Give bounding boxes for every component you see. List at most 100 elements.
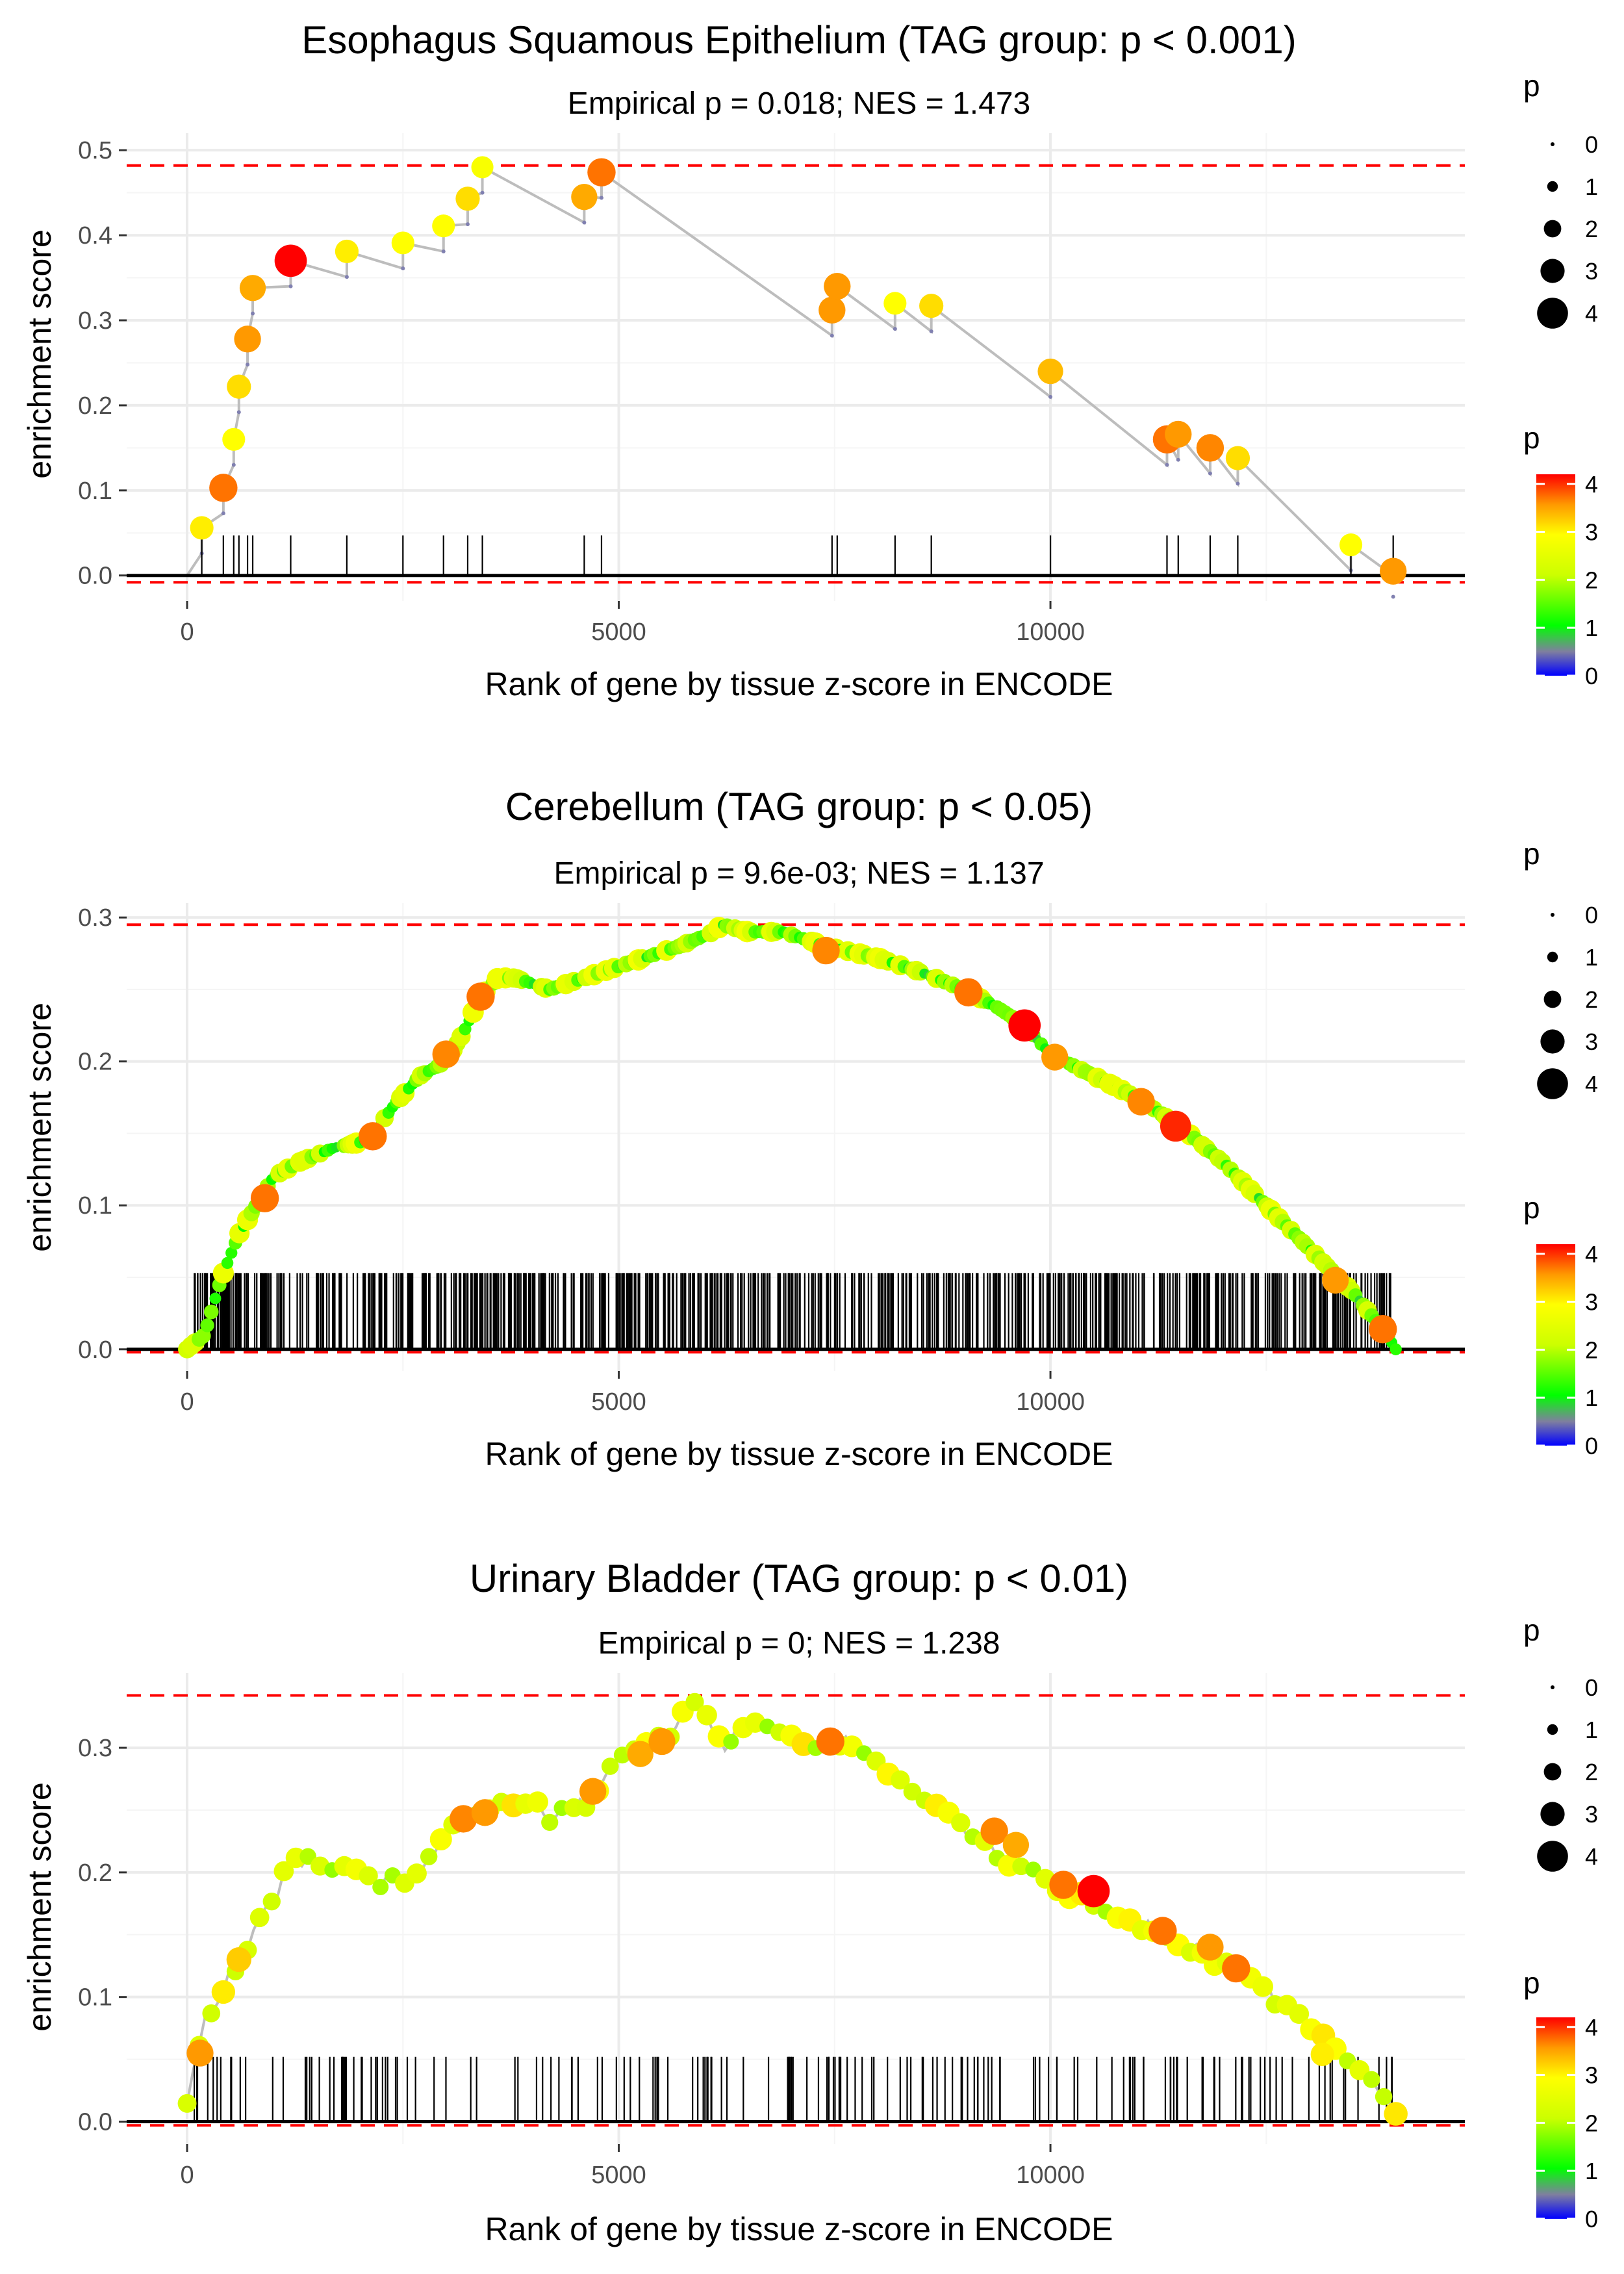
data-point bbox=[1310, 2042, 1334, 2066]
color-legend-label: 1 bbox=[1585, 615, 1598, 641]
drop-marker bbox=[582, 220, 587, 225]
y-tick-label: 0.3 bbox=[78, 1735, 112, 1762]
data-point bbox=[1196, 434, 1224, 462]
size-legend-dot bbox=[1543, 220, 1562, 238]
data-point bbox=[579, 1778, 607, 1805]
x-axis-label-2: Rank of gene by tissue z-score in ENCODE bbox=[485, 1436, 1113, 1472]
data-point bbox=[954, 978, 983, 1007]
y-tick-label: 0.0 bbox=[78, 563, 112, 590]
data-point bbox=[1160, 1110, 1191, 1142]
drop-marker bbox=[465, 222, 470, 227]
data-point bbox=[685, 1693, 704, 1711]
chart-title-1: Esophagus Squamous Epithelium (TAG group… bbox=[301, 18, 1296, 62]
data-point bbox=[450, 1805, 477, 1833]
data-point bbox=[1339, 533, 1363, 557]
data-point bbox=[1363, 2071, 1380, 2088]
drop-marker bbox=[480, 190, 485, 195]
data-point bbox=[203, 1304, 219, 1320]
data-point bbox=[359, 1122, 387, 1151]
data-point bbox=[429, 1828, 452, 1850]
y-tick-label: 0.0 bbox=[78, 2108, 112, 2136]
size-legend-label: 2 bbox=[1585, 986, 1598, 1013]
data-point bbox=[432, 1040, 460, 1068]
data-point bbox=[239, 275, 266, 301]
drop-marker bbox=[246, 363, 250, 367]
y-tick-label: 0.2 bbox=[78, 1859, 112, 1887]
data-point bbox=[1041, 1043, 1069, 1071]
data-point bbox=[1252, 1976, 1274, 1997]
data-point bbox=[1049, 1871, 1078, 1899]
color-legend-1: 0 1 2 3 4 bbox=[1536, 471, 1598, 689]
x-axis-label-3: Rank of gene by tissue z-score in ENCODE bbox=[485, 2211, 1113, 2247]
data-point bbox=[200, 1318, 214, 1333]
data-point bbox=[919, 294, 944, 318]
color-legend-title-2: p bbox=[1523, 1191, 1540, 1225]
data-point bbox=[209, 474, 238, 502]
size-legend-dot bbox=[1537, 1068, 1568, 1099]
plot-area-3: 0.0 0.1 0.2 0.3 0 5000 10000 bbox=[78, 1673, 1465, 2189]
size-legend-1: 0 1 2 3 4 bbox=[1537, 131, 1598, 329]
color-legend-2: 0 1 2 3 4 bbox=[1536, 1241, 1598, 1459]
size-legend-label: 3 bbox=[1585, 258, 1598, 285]
data-point bbox=[226, 1947, 251, 1973]
data-point bbox=[225, 1247, 238, 1259]
data-point bbox=[1384, 2102, 1408, 2126]
color-legend-label: 1 bbox=[1585, 2158, 1598, 2184]
drop-marker bbox=[1236, 481, 1240, 486]
drop-marker bbox=[236, 410, 241, 415]
chart-panel-3: Urinary Bladder (TAG group: p < 0.01) Em… bbox=[21, 1557, 1598, 2247]
y-axis-label-2: enrichment score bbox=[21, 1003, 58, 1252]
x-tick-label: 0 bbox=[180, 1388, 194, 1416]
data-point bbox=[211, 1980, 236, 2004]
size-legend-label: 0 bbox=[1585, 131, 1598, 158]
size-legend-2: 0 1 2 3 4 bbox=[1537, 902, 1598, 1099]
size-legend-dot bbox=[1547, 951, 1558, 963]
x-tick-label: 5000 bbox=[591, 1388, 646, 1416]
data-point bbox=[299, 1848, 316, 1865]
drop-marker bbox=[1391, 594, 1395, 599]
data-point bbox=[571, 184, 598, 211]
data-point bbox=[891, 1770, 910, 1790]
legend-1: p 0 1 2 3 4 p 0 1 2 3 4 bbox=[1523, 69, 1598, 689]
data-point bbox=[466, 982, 495, 1011]
plot-area-1: 0.0 0.1 0.2 0.3 0.4 0.5 0 5000 10000 bbox=[78, 133, 1465, 646]
size-legend-label: 4 bbox=[1585, 1071, 1598, 1097]
color-legend-label: 1 bbox=[1585, 1385, 1598, 1411]
x-tick-label: 10000 bbox=[1016, 619, 1085, 646]
data-point bbox=[601, 1757, 619, 1775]
chart-subtitle-1: Empirical p = 0.018; NES = 1.473 bbox=[568, 86, 1030, 121]
drop-marker bbox=[599, 196, 603, 200]
size-legend-dot bbox=[1537, 1841, 1568, 1872]
color-legend-label: 3 bbox=[1585, 2062, 1598, 2089]
size-legend-dot bbox=[1547, 181, 1558, 192]
size-legend-label: 4 bbox=[1585, 300, 1598, 327]
size-legend-dot bbox=[1551, 142, 1554, 146]
size-legend-dot bbox=[1543, 990, 1562, 1008]
data-point bbox=[587, 158, 616, 186]
y-tick-label: 0.3 bbox=[78, 904, 112, 932]
data-point bbox=[1037, 358, 1063, 385]
size-legend-dot bbox=[1540, 259, 1565, 283]
size-legend-title-2: p bbox=[1523, 837, 1540, 871]
color-legend-label: 0 bbox=[1585, 2206, 1598, 2232]
data-point bbox=[222, 428, 246, 451]
data-point bbox=[1389, 1343, 1402, 1355]
color-bar bbox=[1536, 474, 1575, 676]
data-point bbox=[1197, 1934, 1224, 1961]
color-bar bbox=[1536, 1244, 1575, 1446]
y-tick-label: 0.0 bbox=[78, 1336, 112, 1364]
size-legend-dot bbox=[1540, 1029, 1565, 1054]
y-tick-label: 0.1 bbox=[78, 1984, 112, 2012]
size-legend-dot bbox=[1540, 1802, 1565, 1826]
chart-subtitle-3: Empirical p = 0; NES = 1.238 bbox=[598, 1626, 1000, 1661]
data-point bbox=[1222, 1954, 1250, 1983]
legend-2: p 0 1 2 3 4 p 0 1 2 3 4 bbox=[1523, 837, 1598, 1459]
running-sum-line bbox=[186, 165, 1395, 578]
y-tick-label: 0.2 bbox=[78, 1049, 112, 1076]
running-sum-line bbox=[186, 1700, 1397, 2115]
legend-3: p 0 1 2 3 4 p 0 1 2 3 4 bbox=[1523, 1613, 1598, 2232]
drop-marker bbox=[288, 284, 293, 288]
data-point bbox=[1225, 446, 1250, 470]
y-axis-label-3: enrichment score bbox=[21, 1782, 58, 2032]
